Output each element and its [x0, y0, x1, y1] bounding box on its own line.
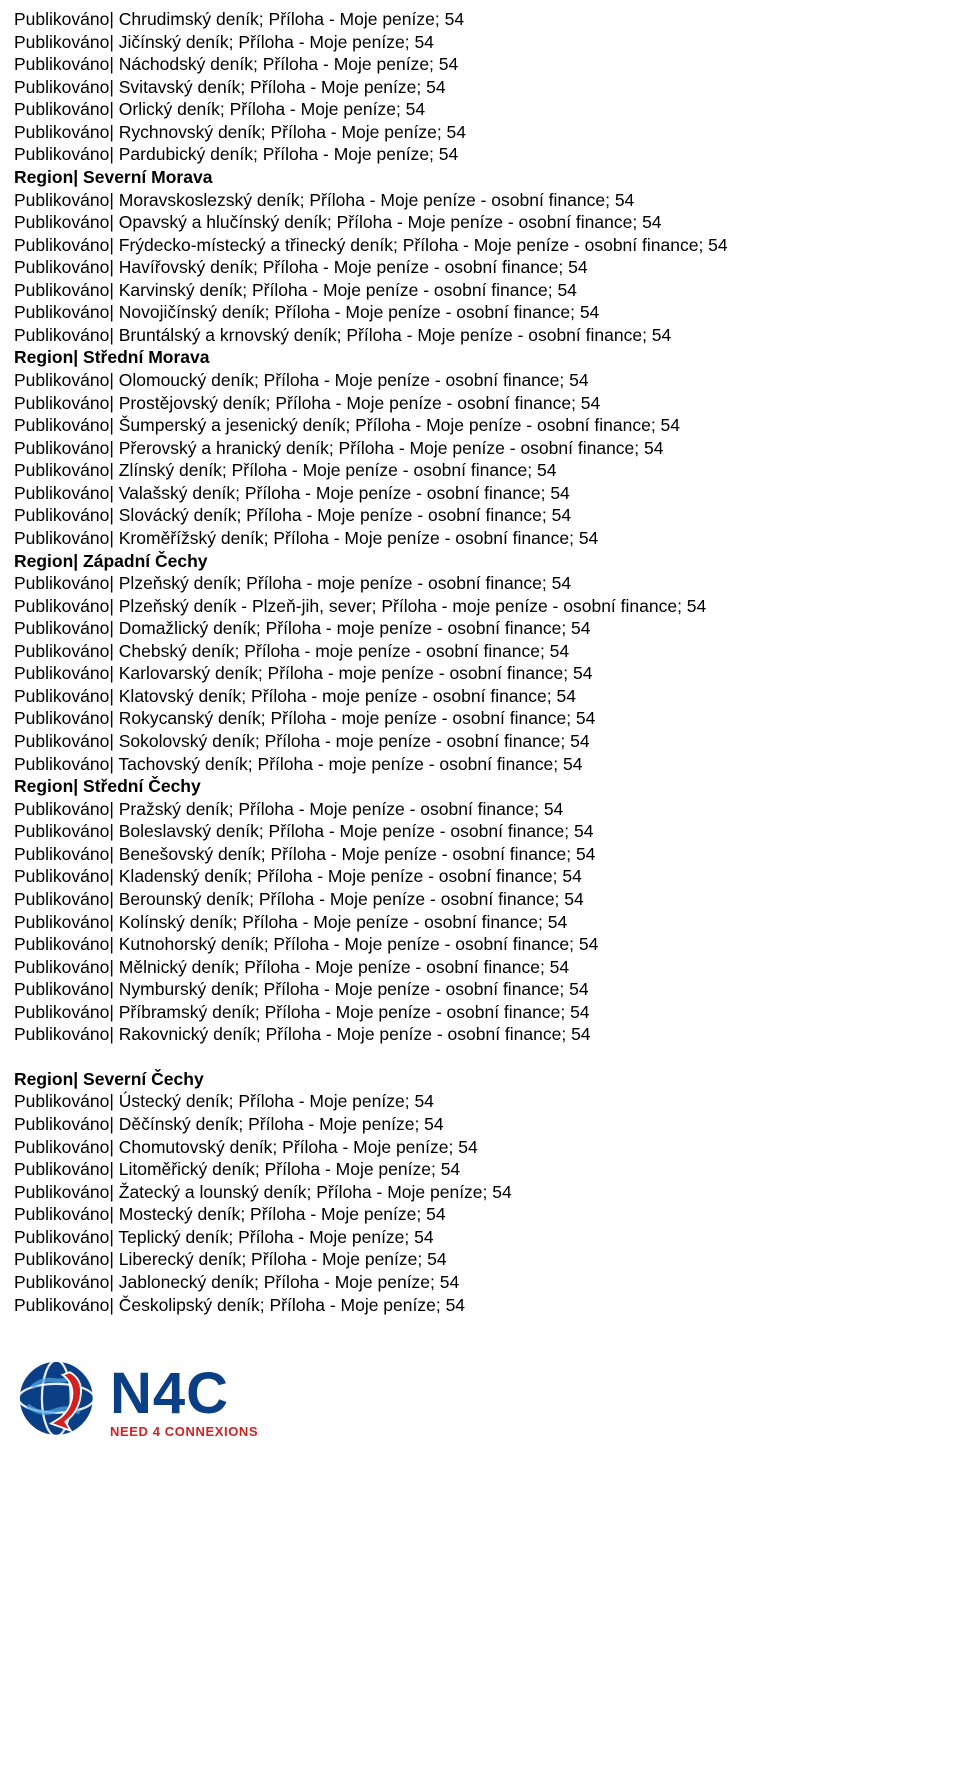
publication-line: Publikováno| Plzeňský deník; Příloha - m…: [14, 572, 946, 595]
publication-line: Publikováno| Olomoucký deník; Příloha - …: [14, 369, 946, 392]
publication-line: Publikováno| Moravskoslezský deník; Příl…: [14, 189, 946, 212]
publication-line: Publikováno| Zlínský deník; Příloha - Mo…: [14, 459, 946, 482]
publication-line: Publikováno| Klatovský deník; Příloha - …: [14, 685, 946, 708]
publication-line: Publikováno| Kutnohorský deník; Příloha …: [14, 933, 946, 956]
publication-line: Publikováno| Děčínský deník; Příloha - M…: [14, 1113, 946, 1136]
region-heading: Region| Střední Čechy: [14, 775, 946, 798]
publication-line: Publikováno| Havířovský deník; Příloha -…: [14, 256, 946, 279]
publication-line: Publikováno| Valašský deník; Příloha - M…: [14, 482, 946, 505]
publication-line: Publikováno| Mostecký deník; Příloha - M…: [14, 1203, 946, 1226]
publication-line: Publikováno| Bruntálský a krnovský deník…: [14, 324, 946, 347]
publication-line: Publikováno| Svitavský deník; Příloha - …: [14, 76, 946, 99]
publication-line: Publikováno| Jablonecký deník; Příloha -…: [14, 1271, 946, 1294]
publication-line: Publikováno| Českolipský deník; Příloha …: [14, 1294, 946, 1317]
publication-line: Publikováno| Orlický deník; Příloha - Mo…: [14, 98, 946, 121]
logo-text: N4C NEED 4 CONNEXIONS: [110, 1365, 258, 1438]
publication-line: Publikováno| Rakovnický deník; Příloha -…: [14, 1023, 946, 1046]
publication-line: Publikováno| Opavský a hlučínský deník; …: [14, 211, 946, 234]
publication-line: Publikováno| Rokycanský deník; Příloha -…: [14, 707, 946, 730]
publication-line: Publikováno| Karlovarský deník; Příloha …: [14, 662, 946, 685]
publication-line: Publikováno| Pardubický deník; Příloha -…: [14, 143, 946, 166]
publication-line: Publikováno| Kolínský deník; Příloha - M…: [14, 911, 946, 934]
publication-line: Publikováno| Teplický deník; Příloha - M…: [14, 1226, 946, 1249]
publication-line: Publikováno| Mělnický deník; Příloha - M…: [14, 956, 946, 979]
publication-line: Publikováno| Karvinský deník; Příloha - …: [14, 279, 946, 302]
publication-line: Publikováno| Novojičínský deník; Příloha…: [14, 301, 946, 324]
region-heading: Region| Severní Morava: [14, 166, 946, 189]
publication-line: Publikováno| Jičínský deník; Příloha - M…: [14, 31, 946, 54]
publication-line: Publikováno| Liberecký deník; Příloha - …: [14, 1248, 946, 1271]
section-spacer: [14, 1046, 946, 1068]
publication-line: Publikováno| Kladenský deník; Příloha - …: [14, 865, 946, 888]
publication-line: Publikováno| Frýdecko-místecký a třineck…: [14, 234, 946, 257]
logo-globe-icon: [14, 1356, 104, 1446]
footer-logo: N4C NEED 4 CONNEXIONS: [14, 1356, 946, 1446]
publication-line: Publikováno| Ústecký deník; Příloha - Mo…: [14, 1090, 946, 1113]
publication-line: Publikováno| Rychnovský deník; Příloha -…: [14, 121, 946, 144]
publication-line: Publikováno| Šumperský a jesenický deník…: [14, 414, 946, 437]
document-body: Publikováno| Chrudimský deník; Příloha -…: [14, 8, 946, 1316]
publication-line: Publikováno| Domažlický deník; Příloha -…: [14, 617, 946, 640]
publication-line: Publikováno| Plzeňský deník - Plzeň-jih,…: [14, 595, 946, 618]
publication-line: Publikováno| Kroměřížský deník; Příloha …: [14, 527, 946, 550]
publication-line: Publikováno| Přerovský a hranický deník;…: [14, 437, 946, 460]
publication-line: Publikováno| Pražský deník; Příloha - Mo…: [14, 798, 946, 821]
publication-line: Publikováno| Benešovský deník; Příloha -…: [14, 843, 946, 866]
publication-line: Publikováno| Tachovský deník; Příloha - …: [14, 753, 946, 776]
publication-line: Publikováno| Chrudimský deník; Příloha -…: [14, 8, 946, 31]
publication-line: Publikováno| Sokolovský deník; Příloha -…: [14, 730, 946, 753]
publication-line: Publikováno| Prostějovský deník; Příloha…: [14, 392, 946, 415]
region-heading: Region| Střední Morava: [14, 346, 946, 369]
publication-line: Publikováno| Berounský deník; Příloha - …: [14, 888, 946, 911]
publication-line: Publikováno| Příbramský deník; Příloha -…: [14, 1001, 946, 1024]
publication-line: Publikováno| Žatecký a lounský deník; Př…: [14, 1181, 946, 1204]
publication-line: Publikováno| Náchodský deník; Příloha - …: [14, 53, 946, 76]
region-heading: Region| Západní Čechy: [14, 550, 946, 573]
publication-line: Publikováno| Slovácký deník; Příloha - M…: [14, 504, 946, 527]
logo-tagline: NEED 4 CONNEXIONS: [110, 1425, 258, 1438]
region-heading: Region| Severní Čechy: [14, 1068, 946, 1091]
publication-line: Publikováno| Chebský deník; Příloha - mo…: [14, 640, 946, 663]
publication-line: Publikováno| Boleslavský deník; Příloha …: [14, 820, 946, 843]
logo-brand: N4C: [110, 1365, 258, 1423]
publication-line: Publikováno| Chomutovský deník; Příloha …: [14, 1136, 946, 1159]
publication-line: Publikováno| Nymburský deník; Příloha - …: [14, 978, 946, 1001]
publication-line: Publikováno| Litoměřický deník; Příloha …: [14, 1158, 946, 1181]
